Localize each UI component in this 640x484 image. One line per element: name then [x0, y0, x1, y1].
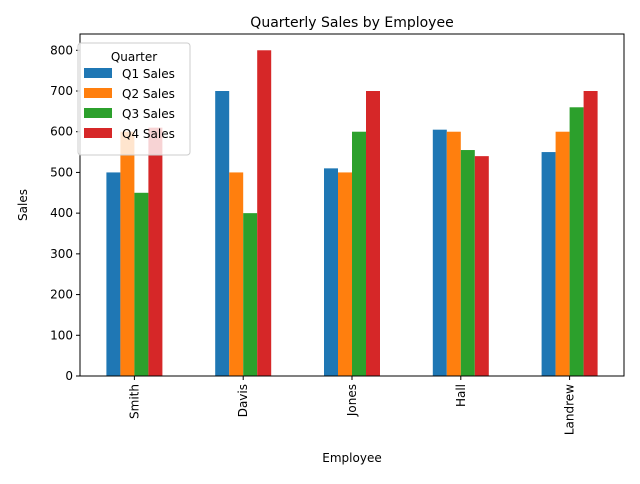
legend-label: Q2 Sales	[122, 87, 175, 101]
legend-entries: Q1 Sales Q2 Sales Q3 Sales Q4 Sales	[84, 67, 175, 141]
bar-landrew-q2-sales	[555, 131, 570, 376]
bar-jones-q4-sales	[366, 91, 380, 376]
x-tick-label: Davis	[236, 384, 250, 417]
legend-swatch	[84, 88, 112, 98]
legend-label: Q3 Sales	[122, 107, 175, 121]
legend-swatch	[84, 68, 112, 78]
y-tick-label: 400	[50, 206, 73, 220]
bar-hall-q4-sales	[474, 156, 489, 376]
y-tick-label: 500	[50, 165, 73, 179]
bar-jones-q1-sales	[324, 168, 338, 376]
y-tick-label: 0	[65, 369, 73, 383]
legend-swatch	[84, 108, 112, 118]
legend-swatch	[84, 128, 112, 138]
legend: Quarter Q1 Sales Q2 Sales Q3 Sales Q4 Sales	[77, 42, 191, 156]
bar-smith-q3-sales	[134, 192, 149, 376]
y-axis-title: Sales	[16, 189, 30, 221]
bar-jones-q3-sales	[352, 131, 366, 376]
bar-smith-q2-sales	[120, 131, 135, 376]
x-tick-label: Landrew	[563, 384, 577, 435]
bar-smith-q4-sales	[148, 127, 163, 377]
legend-label: Q1 Sales	[122, 67, 175, 81]
plot-frame	[79, 33, 625, 377]
x-tick-label: Jones	[345, 384, 359, 417]
bar-davis-q4-sales	[257, 50, 272, 377]
bar-hall-q1-sales	[432, 129, 447, 376]
bar-davis-q1-sales	[215, 91, 230, 376]
bars-layer	[106, 50, 598, 377]
legend-title: Quarter	[111, 50, 157, 64]
bar-davis-q2-sales	[229, 172, 244, 376]
y-tick-label: 100	[50, 328, 73, 342]
legend-label: Q4 Sales	[122, 127, 175, 141]
bar-smith-q1-sales	[106, 172, 121, 376]
bar-landrew-q3-sales	[569, 107, 584, 377]
y-tick-label: 600	[50, 125, 73, 139]
bar-landrew-q1-sales	[541, 152, 556, 376]
y-tick-label: 300	[50, 247, 73, 261]
y-tick-label: 200	[50, 288, 73, 302]
bar-hall-q3-sales	[460, 150, 475, 376]
x-tick-label: Hall	[454, 384, 468, 407]
bar-jones-q2-sales	[338, 172, 352, 376]
x-tick-label: Smith	[127, 384, 141, 419]
y-tick-label: 700	[50, 84, 73, 98]
chart-title: Quarterly Sales by Employee	[250, 15, 453, 31]
x-axis-title: Employee	[322, 451, 381, 465]
bar-hall-q2-sales	[446, 131, 461, 376]
y-tick-label: 800	[50, 43, 73, 57]
axes-layer: 0 100 200 300 400 500 600 700 800 Smith Davis Jones…	[50, 43, 577, 435]
bar-davis-q3-sales	[243, 213, 258, 376]
bar-landrew-q4-sales	[583, 91, 598, 376]
